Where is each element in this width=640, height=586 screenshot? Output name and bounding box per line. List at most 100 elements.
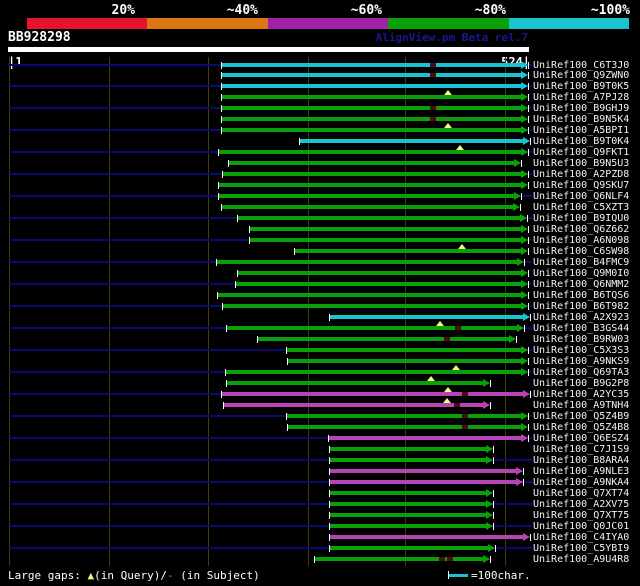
alignment-bar[interactable]	[222, 391, 524, 396]
subject-label[interactable]: UniRef100_Q0JC01	[533, 520, 630, 532]
alignment-bar[interactable]	[217, 260, 518, 265]
alignment-bar[interactable]	[330, 501, 487, 506]
subject-label[interactable]: UniRef100_Q6NMM2	[533, 279, 630, 291]
alignment-bar[interactable]	[330, 468, 517, 473]
subject-label[interactable]: UniRef100_A2PZD8	[533, 169, 630, 181]
alignment-bar[interactable]	[287, 347, 522, 352]
subject-label[interactable]: UniRef100_B9G2P8	[533, 377, 630, 389]
subject-label[interactable]: UniRef100_B9T0K5	[533, 81, 630, 93]
alignment-bar[interactable]	[222, 128, 522, 133]
subject-label[interactable]: UniRef100_Q6ESZ4	[533, 432, 630, 444]
alignment-bar[interactable]	[236, 282, 522, 287]
subject-label[interactable]: UniRef100_C5XZT3	[533, 202, 630, 214]
subject-label[interactable]: UniRef100_A5BPI1	[533, 125, 630, 137]
subject-label[interactable]: UniRef100_Q7XT75	[533, 509, 630, 521]
subject-label[interactable]: UniRef100_Q6NLF4	[533, 191, 630, 203]
alignment-bar[interactable]	[258, 337, 510, 341]
subject-label[interactable]: UniRef100_A7PJ28	[533, 92, 630, 104]
alignment-bar[interactable]	[287, 413, 522, 418]
alignment-bar[interactable]	[222, 106, 522, 111]
alignment-bar[interactable]	[330, 479, 517, 484]
alignment-bar[interactable]	[250, 227, 522, 232]
alignment-bar[interactable]	[229, 161, 515, 166]
subject-label[interactable]: UniRef100_A6N098	[533, 235, 630, 247]
alignment-bar[interactable]	[219, 194, 515, 199]
subject-label[interactable]: UniRef100_C5YBI9	[533, 542, 630, 554]
alignment-bar[interactable]	[330, 523, 487, 528]
alignment-bar[interactable]	[222, 73, 522, 78]
alignment-bar[interactable]	[330, 446, 487, 451]
alignment-bar[interactable]	[222, 62, 522, 67]
alignment-bar[interactable]	[224, 402, 484, 407]
subject-label[interactable]: UniRef100_Q7XT74	[533, 487, 630, 499]
alignment-bar[interactable]	[330, 534, 524, 539]
alignment-bar[interactable]	[330, 545, 489, 550]
subject-label[interactable]: UniRef100_C7J1S9	[533, 443, 630, 455]
query-length-bar	[8, 47, 529, 52]
alignment-end-tick	[528, 171, 529, 179]
alignment-bar[interactable]	[222, 84, 522, 89]
alignment-bar[interactable]	[222, 95, 522, 100]
subject-label[interactable]: UniRef100_C5X3S3	[533, 344, 630, 356]
subject-label[interactable]: UniRef100_Q5Z4B9	[533, 410, 630, 422]
subject-label[interactable]: UniRef100_C6T3J0	[533, 59, 630, 71]
alignment-bar[interactable]	[223, 172, 522, 177]
alignment-bar[interactable]	[238, 216, 521, 221]
alignment-bar[interactable]	[222, 205, 514, 210]
subject-label[interactable]: UniRef100_A9U4R8	[533, 553, 630, 565]
subject-label[interactable]: UniRef100_Q69TA3	[533, 366, 630, 378]
alignment-bar[interactable]	[329, 435, 522, 440]
subject-label[interactable]: UniRef100_A9NLE3	[533, 465, 630, 477]
alignment-row: UniRef100_Q5Z4B8	[0, 422, 640, 433]
alignment-bar[interactable]	[227, 380, 484, 385]
subject-label[interactable]: UniRef100_A2YC35	[533, 388, 630, 400]
subject-label[interactable]: UniRef100_B4FMC9	[533, 257, 630, 269]
subject-label[interactable]: UniRef100_Q9FKT1	[533, 147, 630, 159]
subject-label[interactable]: UniRef100_Q6Z662	[533, 224, 630, 236]
subject-label[interactable]: UniRef100_C6SW98	[533, 246, 630, 258]
subject-label[interactable]: UniRef100_B9IQU0	[533, 213, 630, 225]
alignment-bar[interactable]	[300, 139, 524, 144]
subject-gap-mark	[430, 106, 436, 111]
alignment-bar[interactable]	[330, 315, 524, 320]
alignment-bar[interactable]	[219, 183, 522, 188]
alignment-bar[interactable]	[227, 326, 518, 331]
subject-label[interactable]: UniRef100_B8ARA4	[533, 454, 630, 466]
subject-label[interactable]: UniRef100_B9N5U3	[533, 158, 630, 170]
alignment-bar[interactable]	[219, 150, 522, 155]
alignment-start-tick	[218, 149, 219, 157]
alignment-bar[interactable]	[250, 238, 522, 243]
alignment-bar[interactable]	[315, 556, 484, 561]
subject-label[interactable]: UniRef100_A2XV75	[533, 498, 630, 510]
alignment-bar[interactable]	[223, 304, 522, 309]
subject-label[interactable]: UniRef100_Q5Z4B8	[533, 421, 630, 433]
subject-label[interactable]: UniRef100_Q9ZWN0	[533, 70, 630, 82]
alignment-bar[interactable]	[330, 512, 487, 517]
alignment-bar[interactable]	[218, 293, 522, 298]
subject-label[interactable]: UniRef100_B9RW03	[533, 334, 630, 345]
subject-label[interactable]: UniRef100_Q9SKU7	[533, 180, 630, 192]
subject-label[interactable]: UniRef100_B9N5K4	[533, 114, 630, 126]
alignment-bar[interactable]	[330, 490, 487, 495]
subject-label[interactable]: UniRef100_C4IYA0	[533, 531, 630, 543]
alignment-bar[interactable]	[222, 117, 522, 122]
alignment-bar[interactable]	[288, 424, 522, 429]
subject-label[interactable]: UniRef100_B6T982	[533, 301, 630, 313]
subject-label[interactable]: UniRef100_B3GS44	[533, 323, 630, 335]
subject-label[interactable]: UniRef100_A9NKS9	[533, 355, 630, 367]
subject-label[interactable]: UniRef100_A2X923	[533, 312, 630, 324]
alignment-bar[interactable]	[330, 457, 487, 462]
alignment-bar[interactable]	[238, 271, 522, 276]
alignment-row: UniRef100_Q9ZWN0	[0, 70, 640, 81]
alignment-start-tick	[221, 105, 222, 113]
subject-label[interactable]: UniRef100_B9T0K4	[533, 136, 630, 148]
subject-label[interactable]: UniRef100_B9GHJ9	[533, 103, 630, 115]
subject-label[interactable]: UniRef100_A9TNH4	[533, 399, 630, 411]
alignment-end-tick	[528, 303, 529, 311]
alignment-bar[interactable]	[295, 249, 522, 254]
subject-label[interactable]: UniRef100_Q9M0I0	[533, 268, 630, 280]
alignment-bar[interactable]	[226, 369, 522, 374]
subject-label[interactable]: UniRef100_B6TQS6	[533, 290, 630, 302]
alignment-bar[interactable]	[288, 358, 522, 363]
subject-label[interactable]: UniRef100_A9NKA4	[533, 476, 630, 488]
